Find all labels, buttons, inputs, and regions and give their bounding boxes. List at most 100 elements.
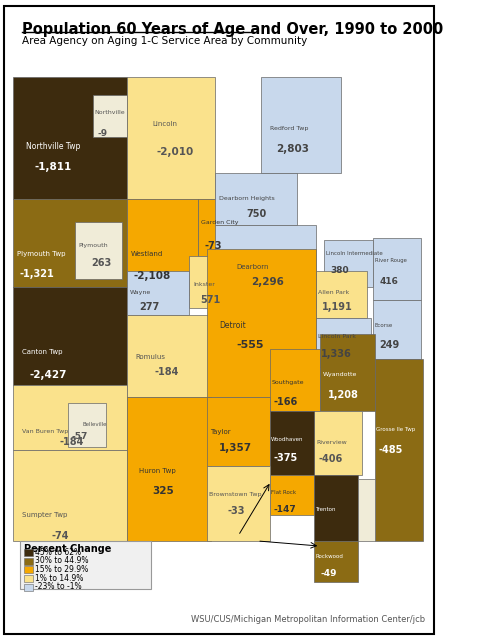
Text: -184: -184 [154,367,178,377]
Text: -57: -57 [71,432,88,441]
Bar [261,77,341,173]
Bar [24,575,33,582]
Text: -2,427: -2,427 [30,370,67,380]
Text: Lincoln Park: Lincoln Park [318,333,356,339]
Bar [24,584,33,591]
Bar [24,549,33,556]
Text: 249: 249 [379,340,399,350]
Text: 1% to 14.9%: 1% to 14.9% [35,573,84,583]
Bar [198,199,248,256]
Bar [215,225,316,308]
Bar [373,300,421,360]
Bar [324,240,373,287]
Bar [375,360,423,541]
Text: Population 60 Years of Age and Over, 1990 to 2000: Population 60 Years of Age and Over, 199… [22,22,443,37]
Text: Percent Change: Percent Change [24,544,111,554]
Text: Taylor: Taylor [210,429,231,435]
Text: Rockwood: Rockwood [315,554,343,559]
Text: -147: -147 [273,504,296,514]
Text: 2,296: 2,296 [251,276,284,287]
Bar [20,541,151,589]
Text: -166: -166 [274,397,298,407]
Bar [206,397,270,466]
Text: -406: -406 [318,454,343,464]
Bar [316,271,366,318]
Text: Wyandotte: Wyandotte [322,372,357,378]
Bar [93,95,127,136]
Text: 45% to 62%: 45% to 62% [35,548,81,557]
Text: 325: 325 [152,486,174,497]
Text: -9: -9 [98,129,107,138]
Text: Area Agency on Aging 1-C Service Area by Community: Area Agency on Aging 1-C Service Area by… [22,36,307,46]
Text: 571: 571 [200,294,221,305]
Text: 1,357: 1,357 [219,444,252,454]
Text: Southgate: Southgate [272,380,304,385]
Bar [127,199,198,294]
Text: Redford Twp: Redford Twp [270,126,308,131]
Bar [320,333,375,412]
Bar [68,403,106,447]
Text: 263: 263 [91,259,111,268]
Bar [24,566,33,573]
Text: -23% to -1%: -23% to -1% [35,582,82,591]
Bar [206,466,270,541]
Text: Northville Twp: Northville Twp [26,142,80,151]
Bar [189,256,240,308]
Text: -1,321: -1,321 [19,269,54,279]
Text: -74: -74 [51,531,68,541]
Text: 2,803: 2,803 [276,145,309,154]
Text: -33: -33 [228,506,245,516]
Text: 750: 750 [247,209,267,219]
Text: 1,208: 1,208 [328,390,359,399]
Bar [373,237,421,300]
Text: 277: 277 [140,303,159,312]
Text: Woodhaven: Woodhaven [271,437,303,442]
Text: Inkster: Inkster [193,282,215,287]
Text: 416: 416 [379,276,398,285]
Bar [127,397,211,541]
Bar [13,77,127,199]
Text: Van Buren Twp: Van Buren Twp [22,429,68,435]
Text: Dearborn Heights: Dearborn Heights [219,196,275,201]
Text: -2,108: -2,108 [133,271,170,282]
Bar [270,349,320,412]
Text: Romulus: Romulus [135,355,165,360]
Text: Belleville: Belleville [83,422,107,427]
Text: Plymouth: Plymouth [78,243,108,248]
Text: Plymouth Twp: Plymouth Twp [17,251,66,257]
Text: -73: -73 [204,241,222,252]
Bar [270,475,314,515]
Text: Detroit: Detroit [219,321,246,330]
Bar [215,173,297,225]
Text: Garden City: Garden City [201,220,238,225]
Bar [314,541,358,582]
Text: Ecorse: Ecorse [375,323,393,328]
Text: Lincoln Intermediate: Lincoln Intermediate [326,251,383,255]
Bar [127,316,211,397]
Text: 1,336: 1,336 [321,349,352,359]
Text: -555: -555 [236,340,264,350]
Text: Brownstown Twp: Brownstown Twp [209,492,261,497]
Bar [314,412,362,475]
Text: -485: -485 [378,445,402,455]
Text: Allen Park: Allen Park [318,289,349,294]
Text: -184: -184 [59,437,84,447]
Bar [127,271,189,316]
Text: 15% to 29.9%: 15% to 29.9% [35,565,88,574]
Text: Trenton: Trenton [315,508,336,512]
Text: Sumpter Twp: Sumpter Twp [22,513,67,518]
Bar [314,475,358,541]
Bar [13,450,127,541]
Text: Lincoln: Lincoln [152,121,177,127]
Text: -375: -375 [273,453,297,463]
Text: 380: 380 [331,266,349,275]
Text: Flat Rock: Flat Rock [271,490,296,495]
Text: Grosse Ile Twp: Grosse Ile Twp [376,427,415,432]
Bar [127,77,215,199]
Text: 1,191: 1,191 [322,303,353,312]
Text: Westland: Westland [131,251,163,257]
Text: Canton Twp: Canton Twp [22,349,62,355]
Text: -2,010: -2,010 [156,147,194,157]
Text: Huron Twp: Huron Twp [140,468,176,474]
Text: WSU/CUS/Michigan Metropolitan Information Center/jcb: WSU/CUS/Michigan Metropolitan Informatio… [191,615,425,624]
